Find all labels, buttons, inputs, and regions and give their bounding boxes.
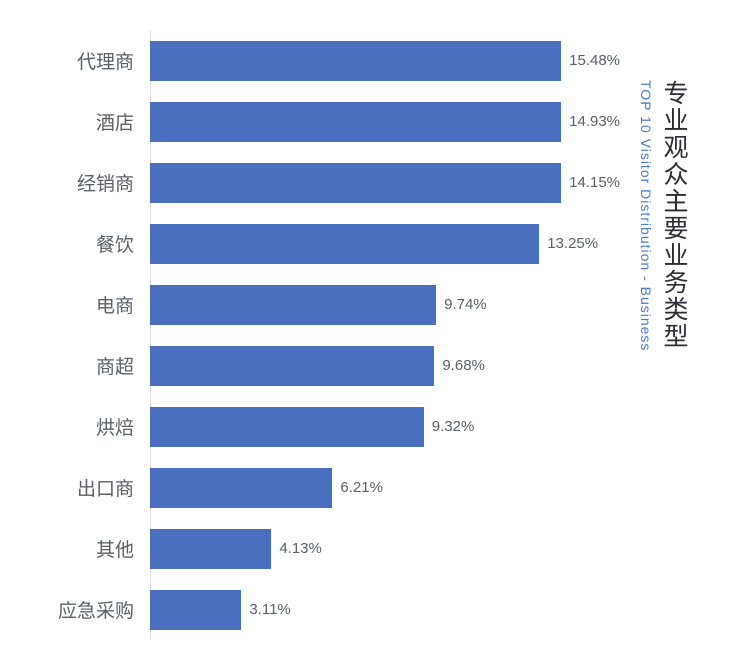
- bar-row: 出口商 6.21%: [0, 457, 620, 518]
- category-label: 其他: [0, 535, 150, 562]
- bar-area: 9.68%: [150, 335, 620, 396]
- bar: [150, 224, 539, 264]
- bar-row: 电商 9.74%: [0, 274, 620, 335]
- bar: [150, 102, 561, 142]
- category-label: 经销商: [0, 169, 150, 196]
- bar-row: 代理商 15.48%: [0, 30, 620, 91]
- category-label: 出口商: [0, 474, 150, 501]
- bar: [150, 346, 434, 386]
- value-label: 6.21%: [340, 479, 383, 496]
- value-label: 9.68%: [442, 357, 485, 374]
- bar-area: 14.15%: [150, 152, 620, 213]
- value-label: 13.25%: [547, 235, 598, 252]
- value-label: 3.11%: [249, 601, 290, 618]
- value-label: 15.48%: [569, 52, 620, 69]
- category-label: 电商: [0, 291, 150, 318]
- bar-chart: 代理商 15.48% 酒店 14.93% 经销商 14.15% 餐饮 13.25% 电商 9.74…: [0, 30, 620, 640]
- bar-area: 9.32%: [150, 396, 620, 457]
- chart-title-en: TOP 10 Visitor Distribution - Business: [638, 80, 654, 351]
- category-label: 商超: [0, 352, 150, 379]
- chart-titles: 专业观众主要业务类型 TOP 10 Visitor Distribution -…: [638, 80, 692, 351]
- bar: [150, 590, 241, 630]
- value-label: 9.74%: [444, 296, 487, 313]
- bar: [150, 529, 271, 569]
- bar-row: 应急采购 3.11%: [0, 579, 620, 640]
- bar: [150, 285, 436, 325]
- category-label: 代理商: [0, 47, 150, 74]
- category-label: 烘焙: [0, 413, 150, 440]
- bar-row: 酒店 14.93%: [0, 91, 620, 152]
- bar: [150, 41, 561, 81]
- bar-area: 15.48%: [150, 30, 620, 91]
- bar: [150, 407, 424, 447]
- bar-row: 餐饮 13.25%: [0, 213, 620, 274]
- bar: [150, 163, 561, 203]
- bar-area: 9.74%: [150, 274, 620, 335]
- bar-row: 商超 9.68%: [0, 335, 620, 396]
- chart-title-cn: 专业观众主要业务类型: [656, 80, 692, 351]
- bar-row: 烘焙 9.32%: [0, 396, 620, 457]
- value-label: 14.15%: [569, 174, 620, 191]
- value-label: 14.93%: [569, 113, 620, 130]
- value-label: 4.13%: [279, 540, 322, 557]
- category-label: 酒店: [0, 108, 150, 135]
- category-label: 餐饮: [0, 230, 150, 257]
- bar-area: 13.25%: [150, 213, 620, 274]
- bar-area: 6.21%: [150, 457, 620, 518]
- value-label: 9.32%: [432, 418, 475, 435]
- bar: [150, 468, 332, 508]
- bar-area: 3.11%: [150, 579, 620, 640]
- bar-area: 4.13%: [150, 518, 620, 579]
- category-label: 应急采购: [0, 596, 150, 623]
- bar-row: 其他 4.13%: [0, 518, 620, 579]
- bar-row: 经销商 14.15%: [0, 152, 620, 213]
- bar-area: 14.93%: [150, 91, 620, 152]
